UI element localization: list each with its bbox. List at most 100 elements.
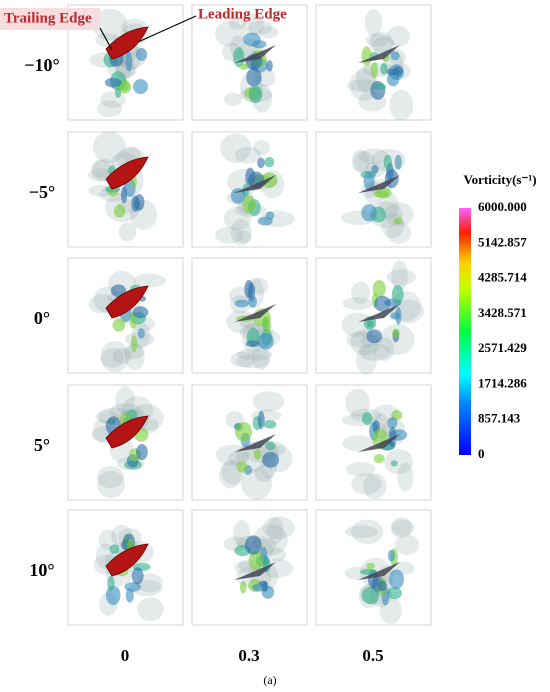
- smoke: [220, 133, 252, 163]
- vortex: [376, 187, 392, 199]
- smoke: [118, 222, 137, 242]
- vortex: [257, 157, 265, 169]
- vorticity-panel: [67, 257, 184, 374]
- annotation: Trailing Edge: [4, 10, 92, 26]
- colorbar-tick-label: 3428.571: [478, 305, 527, 320]
- smoke: [224, 92, 242, 106]
- vortex: [392, 328, 400, 338]
- smoke: [386, 221, 412, 244]
- vortex: [363, 171, 375, 190]
- wing: [105, 543, 149, 577]
- wing: [234, 45, 276, 63]
- smoke: [351, 149, 370, 174]
- wing: [234, 562, 276, 580]
- vortex: [131, 567, 144, 585]
- vortex: [391, 285, 404, 304]
- vortex: [234, 299, 249, 308]
- smoke: [215, 20, 246, 47]
- wing: [105, 285, 149, 319]
- smoke: [267, 517, 284, 544]
- colorbar-tick-label: 5142.857: [478, 234, 527, 249]
- vortex: [394, 154, 402, 170]
- vortex: [248, 85, 263, 104]
- smoke: [345, 388, 371, 417]
- colorbar-tick-label: 857.143: [478, 411, 521, 426]
- smoke: [345, 525, 378, 539]
- vortex: [265, 441, 276, 451]
- smoke: [100, 91, 126, 108]
- vortex: [380, 63, 388, 75]
- smoke: [269, 547, 287, 562]
- vortex: [377, 580, 387, 592]
- vorticity-panel: [315, 131, 432, 248]
- smoke: [351, 281, 371, 305]
- vortex: [373, 454, 385, 464]
- column-label: 0.3: [238, 646, 259, 665]
- vortex: [107, 575, 115, 591]
- vortex: [113, 204, 126, 218]
- vortex: [386, 68, 399, 76]
- vortex: [257, 410, 265, 430]
- vorticity-panel: [315, 384, 432, 501]
- panel-frame: [191, 509, 308, 626]
- vortex: [361, 204, 377, 222]
- smoke: [356, 344, 377, 375]
- colorbar-tick-label: 2571.429: [478, 340, 527, 355]
- vortex: [232, 47, 245, 68]
- colorbar-tick-label: 1714.286: [478, 375, 527, 390]
- vorticity-panel: [191, 131, 308, 248]
- smoke: [253, 139, 270, 156]
- smoke: [235, 230, 252, 244]
- vortex: [258, 332, 274, 350]
- vortex: [361, 586, 380, 605]
- smoke: [397, 462, 414, 492]
- vortex: [395, 306, 402, 325]
- smoke: [214, 226, 244, 244]
- smoke: [391, 260, 408, 292]
- vortex: [366, 562, 375, 570]
- vortex: [257, 216, 273, 226]
- vortex: [117, 81, 132, 94]
- vortex: [390, 460, 398, 467]
- row-label: 5°: [34, 435, 50, 455]
- smoke: [365, 33, 390, 47]
- wing: [358, 304, 400, 322]
- smoke: [394, 534, 419, 556]
- row-label: −5°: [29, 182, 55, 202]
- vorticity-panel: [191, 384, 308, 501]
- vortex: [248, 550, 264, 571]
- vorticity-panel: [315, 4, 432, 121]
- smoke: [258, 26, 279, 39]
- smoke: [230, 351, 256, 368]
- wing: [358, 434, 400, 452]
- smoke: [346, 462, 376, 477]
- smoke: [342, 297, 373, 310]
- vortex: [361, 411, 373, 426]
- vortex: [236, 461, 248, 473]
- vortex: [261, 581, 269, 592]
- vortex: [245, 340, 260, 348]
- smoke: [228, 17, 247, 30]
- vortex: [239, 580, 247, 594]
- vortex: [361, 46, 372, 66]
- smoke: [363, 473, 387, 500]
- smoke: [359, 148, 389, 165]
- smoke: [248, 20, 273, 35]
- smoke: [124, 343, 145, 371]
- smoke: [115, 386, 135, 416]
- wing: [358, 45, 400, 63]
- vortex: [264, 156, 275, 168]
- smoke: [389, 89, 414, 121]
- vorticity-panel: [191, 509, 308, 626]
- vorticity-panel: [67, 509, 184, 626]
- smoke: [364, 9, 383, 36]
- vortex: [371, 165, 379, 174]
- vortex: [387, 549, 395, 562]
- vorticity-panel: [191, 4, 308, 121]
- caption: (a): [263, 673, 276, 687]
- smoke: [133, 273, 166, 288]
- column-label: 0.5: [362, 646, 383, 665]
- vortex: [262, 451, 280, 468]
- smoke: [235, 353, 271, 369]
